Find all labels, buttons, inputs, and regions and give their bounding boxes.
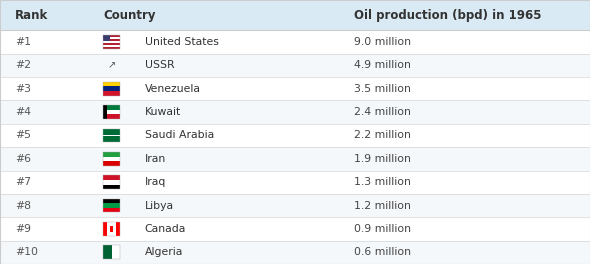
Text: Libya: Libya xyxy=(145,201,173,211)
Text: #2: #2 xyxy=(15,60,31,70)
Bar xyxy=(103,91,120,96)
Bar xyxy=(103,175,120,180)
Bar xyxy=(103,47,120,49)
Bar xyxy=(103,82,120,87)
Bar xyxy=(103,246,112,259)
Bar xyxy=(103,222,120,236)
Text: United States: United States xyxy=(145,37,218,47)
Text: 1.9 million: 1.9 million xyxy=(354,154,411,164)
FancyBboxPatch shape xyxy=(0,0,590,30)
Text: Venezuela: Venezuela xyxy=(145,84,201,94)
Text: Country: Country xyxy=(103,9,156,22)
Text: 2.4 million: 2.4 million xyxy=(354,107,411,117)
Text: #7: #7 xyxy=(15,177,31,187)
Bar xyxy=(107,222,116,236)
Bar xyxy=(116,222,120,236)
Bar xyxy=(103,152,120,166)
Text: ↗: ↗ xyxy=(107,60,116,70)
Text: 1.2 million: 1.2 million xyxy=(354,201,411,211)
Text: 3.5 million: 3.5 million xyxy=(354,84,411,94)
Text: #8: #8 xyxy=(15,201,31,211)
Bar xyxy=(103,82,120,96)
Text: USSR: USSR xyxy=(145,60,174,70)
Bar xyxy=(103,222,107,236)
Bar xyxy=(107,114,120,119)
Text: #3: #3 xyxy=(15,84,31,94)
Bar xyxy=(103,35,120,37)
Text: #4: #4 xyxy=(15,107,31,117)
Bar xyxy=(103,105,107,119)
Bar xyxy=(103,129,120,142)
Bar xyxy=(107,105,120,110)
Text: 1.3 million: 1.3 million xyxy=(354,177,411,187)
FancyBboxPatch shape xyxy=(0,147,590,171)
Bar xyxy=(103,185,120,189)
FancyBboxPatch shape xyxy=(0,217,590,241)
Text: Iran: Iran xyxy=(145,154,166,164)
Text: #1: #1 xyxy=(15,37,31,47)
Bar xyxy=(110,225,113,232)
FancyBboxPatch shape xyxy=(0,30,590,54)
Text: Algeria: Algeria xyxy=(145,247,183,257)
FancyBboxPatch shape xyxy=(0,241,590,264)
Text: Rank: Rank xyxy=(15,9,48,22)
Text: #9: #9 xyxy=(15,224,31,234)
Bar xyxy=(103,246,120,259)
FancyBboxPatch shape xyxy=(0,54,590,77)
Text: 4.9 million: 4.9 million xyxy=(354,60,411,70)
Bar xyxy=(103,39,120,41)
Bar xyxy=(103,175,120,189)
Bar xyxy=(112,246,120,259)
Text: #10: #10 xyxy=(15,247,38,257)
Bar xyxy=(103,135,120,136)
Bar xyxy=(103,208,120,213)
Bar xyxy=(103,87,120,91)
FancyBboxPatch shape xyxy=(0,124,590,147)
FancyBboxPatch shape xyxy=(0,194,590,217)
Text: Kuwait: Kuwait xyxy=(145,107,181,117)
Bar xyxy=(103,152,120,157)
Text: 0.6 million: 0.6 million xyxy=(354,247,411,257)
Bar xyxy=(103,37,120,39)
Text: #6: #6 xyxy=(15,154,31,164)
Bar xyxy=(103,129,120,142)
Text: 0.9 million: 0.9 million xyxy=(354,224,411,234)
Text: 9.0 million: 9.0 million xyxy=(354,37,411,47)
FancyBboxPatch shape xyxy=(0,77,590,101)
Text: Oil production (bpd) in 1965: Oil production (bpd) in 1965 xyxy=(354,9,542,22)
Bar xyxy=(103,105,120,119)
Text: Iraq: Iraq xyxy=(145,177,166,187)
Text: 2.2 million: 2.2 million xyxy=(354,130,411,140)
Bar xyxy=(103,35,120,49)
Text: Canada: Canada xyxy=(145,224,186,234)
Bar xyxy=(103,45,120,47)
Bar xyxy=(107,110,120,114)
Bar xyxy=(103,157,120,161)
Bar xyxy=(103,203,120,208)
Bar xyxy=(103,41,120,43)
FancyBboxPatch shape xyxy=(0,171,590,194)
Bar xyxy=(103,199,120,213)
Bar xyxy=(103,161,120,166)
Bar xyxy=(103,199,120,203)
Text: Saudi Arabia: Saudi Arabia xyxy=(145,130,214,140)
FancyBboxPatch shape xyxy=(0,100,590,124)
Bar xyxy=(103,35,110,41)
Bar xyxy=(103,43,120,45)
Bar xyxy=(103,180,120,185)
Text: #5: #5 xyxy=(15,130,31,140)
